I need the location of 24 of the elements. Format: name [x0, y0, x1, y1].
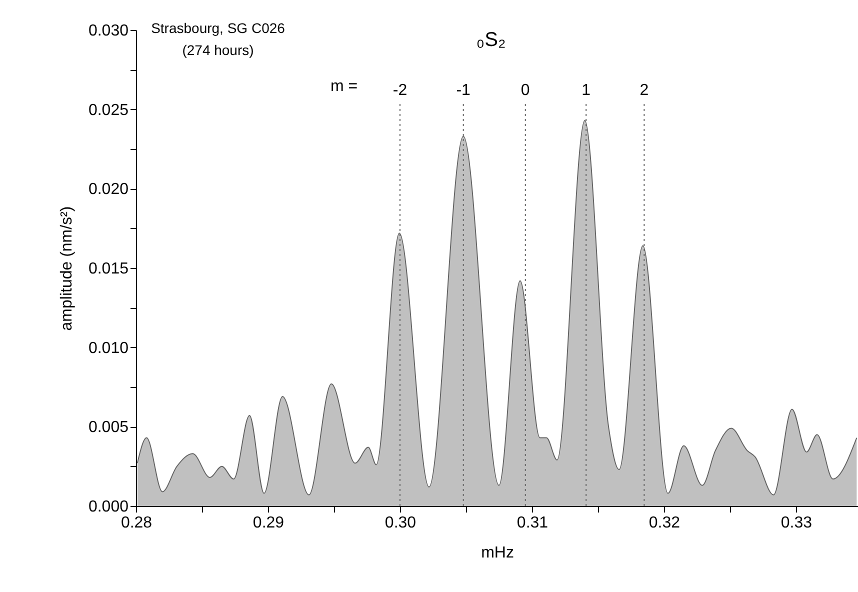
annotation: -1: [456, 82, 471, 99]
x-tick-label: 0.33: [780, 514, 812, 532]
annotation: m =: [330, 78, 358, 95]
y-tick-label: 0.030: [88, 22, 129, 40]
x-tick-label: 0.30: [384, 514, 416, 532]
annotation: 1: [582, 82, 591, 99]
x-tick-label: 0.28: [120, 514, 152, 532]
y-axis-title: amplitude (nm/s²): [58, 206, 76, 331]
y-tick-label: 0.010: [88, 340, 129, 357]
y-tick-label: 0.005: [88, 419, 129, 436]
x-tick-label: 0.32: [648, 514, 680, 532]
x-tick-label: 0.29: [252, 514, 284, 532]
annotation: ₀S₂: [476, 29, 506, 51]
annotation: Strasbourg, SG C026: [151, 20, 286, 36]
annotation: -2: [392, 82, 408, 99]
y-tick-label: 0.000: [88, 498, 129, 516]
annotation: 2: [640, 82, 649, 99]
annotation: (274 hours): [182, 42, 254, 58]
x-axis-title: mHz: [481, 544, 514, 562]
annotation: 0: [520, 82, 530, 99]
x-tick-label: 0.31: [516, 514, 548, 532]
y-tick-label: 0.015: [88, 260, 129, 278]
y-tick-label: 0.025: [88, 102, 129, 119]
y-tick-label: 0.020: [88, 181, 129, 198]
